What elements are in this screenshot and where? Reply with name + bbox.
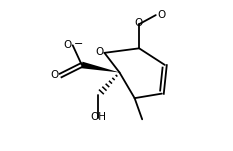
Text: O: O [96, 47, 104, 57]
Text: O: O [158, 10, 166, 20]
Text: −: − [74, 39, 83, 49]
Text: O: O [64, 40, 72, 50]
Text: OH: OH [90, 112, 106, 122]
Text: O: O [51, 71, 59, 80]
Polygon shape [81, 62, 120, 72]
Text: O: O [134, 18, 143, 28]
